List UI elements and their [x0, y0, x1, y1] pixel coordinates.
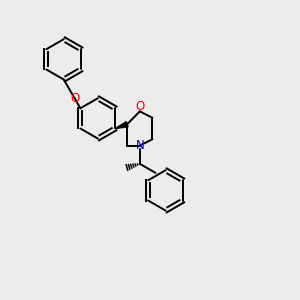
Polygon shape [116, 122, 128, 128]
Text: O: O [136, 100, 145, 113]
Text: N: N [135, 139, 144, 152]
Text: O: O [70, 92, 79, 105]
